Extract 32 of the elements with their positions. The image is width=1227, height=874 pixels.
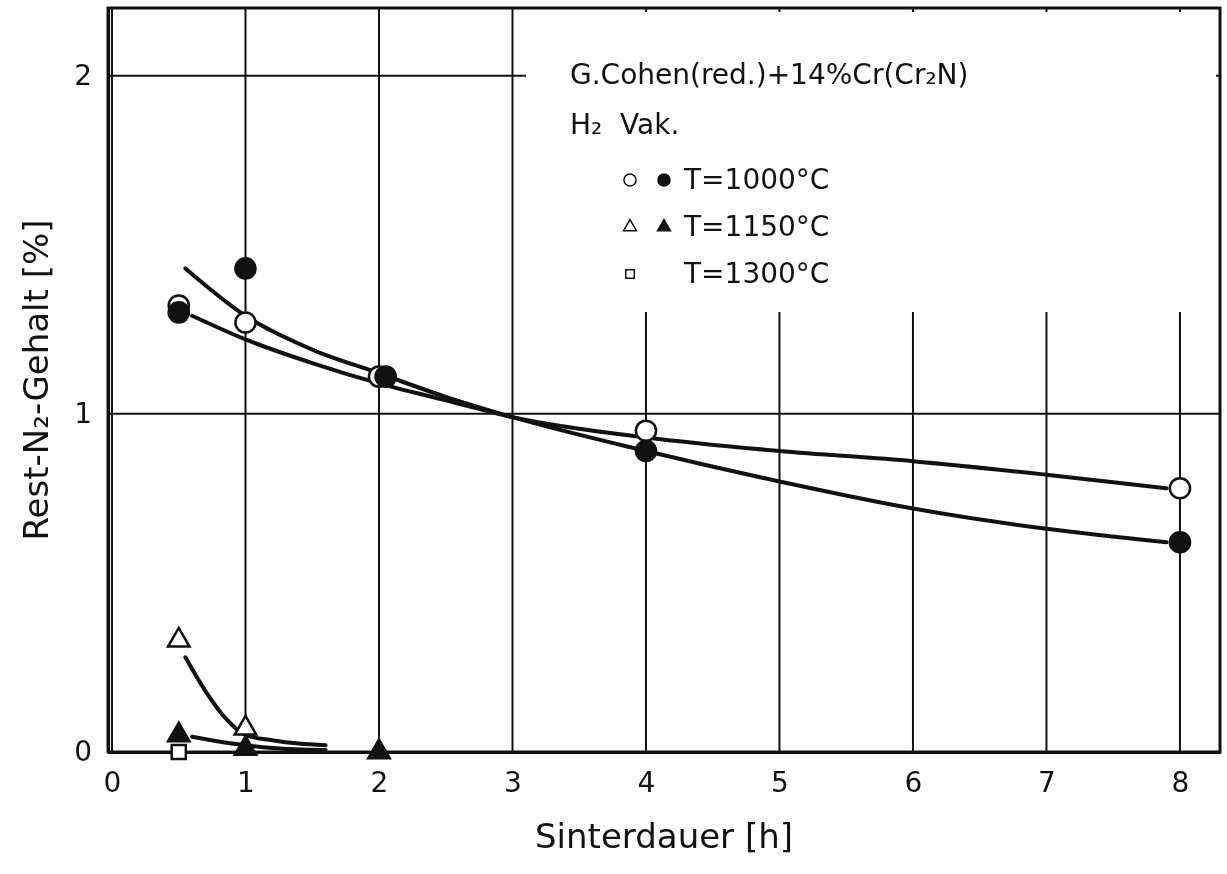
y-axis-title: Rest-N₂-Gehalt [%] xyxy=(16,219,56,541)
point xyxy=(234,311,257,334)
x-tick-label: 0 xyxy=(103,765,122,799)
legend-label: T=1000°C xyxy=(683,163,830,196)
point xyxy=(166,626,191,648)
y-tick-label: 2 xyxy=(74,59,92,93)
point xyxy=(634,419,658,443)
legend-label: T=1150°C xyxy=(683,210,830,243)
y-tick-label: 1 xyxy=(74,397,92,431)
point xyxy=(167,301,191,324)
point xyxy=(367,738,391,760)
x-tick-label: 7 xyxy=(1038,765,1056,799)
legend-label: T=1300°C xyxy=(683,257,830,290)
point xyxy=(1168,531,1192,554)
x-axis-title: Sinterdauer [h] xyxy=(535,816,793,856)
text: G.Cohen(red.)+14%Cr(Cr₂N) xyxy=(570,58,969,91)
x-tick-label: 5 xyxy=(771,765,789,799)
point xyxy=(233,734,258,757)
point xyxy=(374,365,398,388)
legend-title: H₂ Vak. xyxy=(570,108,680,141)
point xyxy=(234,257,257,280)
x-tick-label: 8 xyxy=(1171,765,1190,799)
point xyxy=(1168,476,1192,500)
x-tick-label: 1 xyxy=(237,765,255,799)
point xyxy=(233,714,258,736)
point xyxy=(166,721,191,743)
x-tick-label: 3 xyxy=(504,765,522,799)
y-tick-label: 0 xyxy=(74,735,92,769)
x-tick-label: 4 xyxy=(637,765,656,799)
x-tick-label: 6 xyxy=(904,765,923,799)
x-tick-label: 2 xyxy=(370,765,389,799)
point xyxy=(634,439,658,463)
